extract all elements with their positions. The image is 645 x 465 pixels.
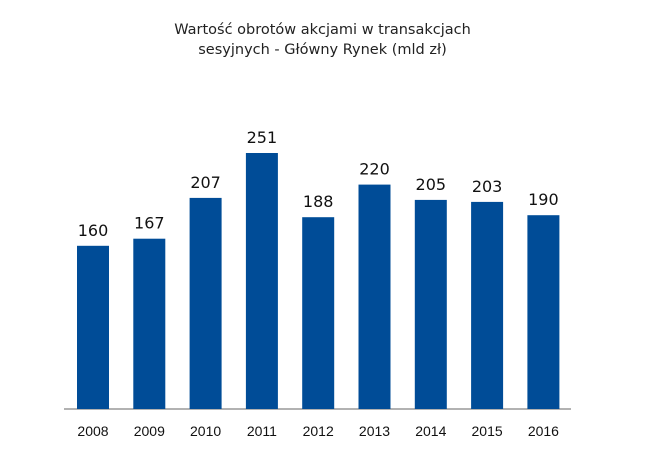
bar-2016 — [527, 215, 560, 409]
data-label-2009: 167 — [134, 214, 165, 233]
x-tick-label-2012: 2012 — [303, 423, 334, 439]
bar-2015 — [471, 201, 504, 409]
x-tick-label-2013: 2013 — [359, 423, 390, 439]
bar-2010 — [189, 197, 222, 409]
x-tick-label-2016: 2016 — [528, 423, 559, 439]
x-tick-label-2014: 2014 — [415, 423, 446, 439]
bar-2014 — [414, 199, 447, 409]
x-tick-label-2010: 2010 — [190, 423, 221, 439]
x-tick-label-2015: 2015 — [472, 423, 503, 439]
x-tick-label-2008: 2008 — [77, 423, 108, 439]
bar-2008 — [77, 245, 109, 409]
bar-2012 — [302, 217, 335, 409]
chart-title: Wartość obrotów akcjami w transakcjach — [174, 22, 471, 38]
data-label-2011: 251 — [247, 128, 278, 147]
bar-2011 — [245, 153, 278, 409]
data-label-2015: 203 — [472, 177, 503, 196]
chart-subtitle: sesyjnych - Główny Rynek (mld zł) — [198, 42, 447, 58]
data-label-2012: 188 — [303, 192, 334, 211]
data-label-2014: 205 — [416, 175, 447, 194]
data-label-2013: 220 — [359, 160, 390, 179]
data-label-2016: 190 — [528, 190, 559, 209]
data-label-2008: 160 — [78, 221, 109, 240]
bar-2013 — [358, 184, 391, 409]
x-tick-label-2009: 2009 — [134, 423, 165, 439]
bar-2009 — [133, 238, 166, 409]
x-tick-label-2011: 2011 — [247, 423, 277, 439]
data-label-2010: 207 — [190, 173, 221, 192]
